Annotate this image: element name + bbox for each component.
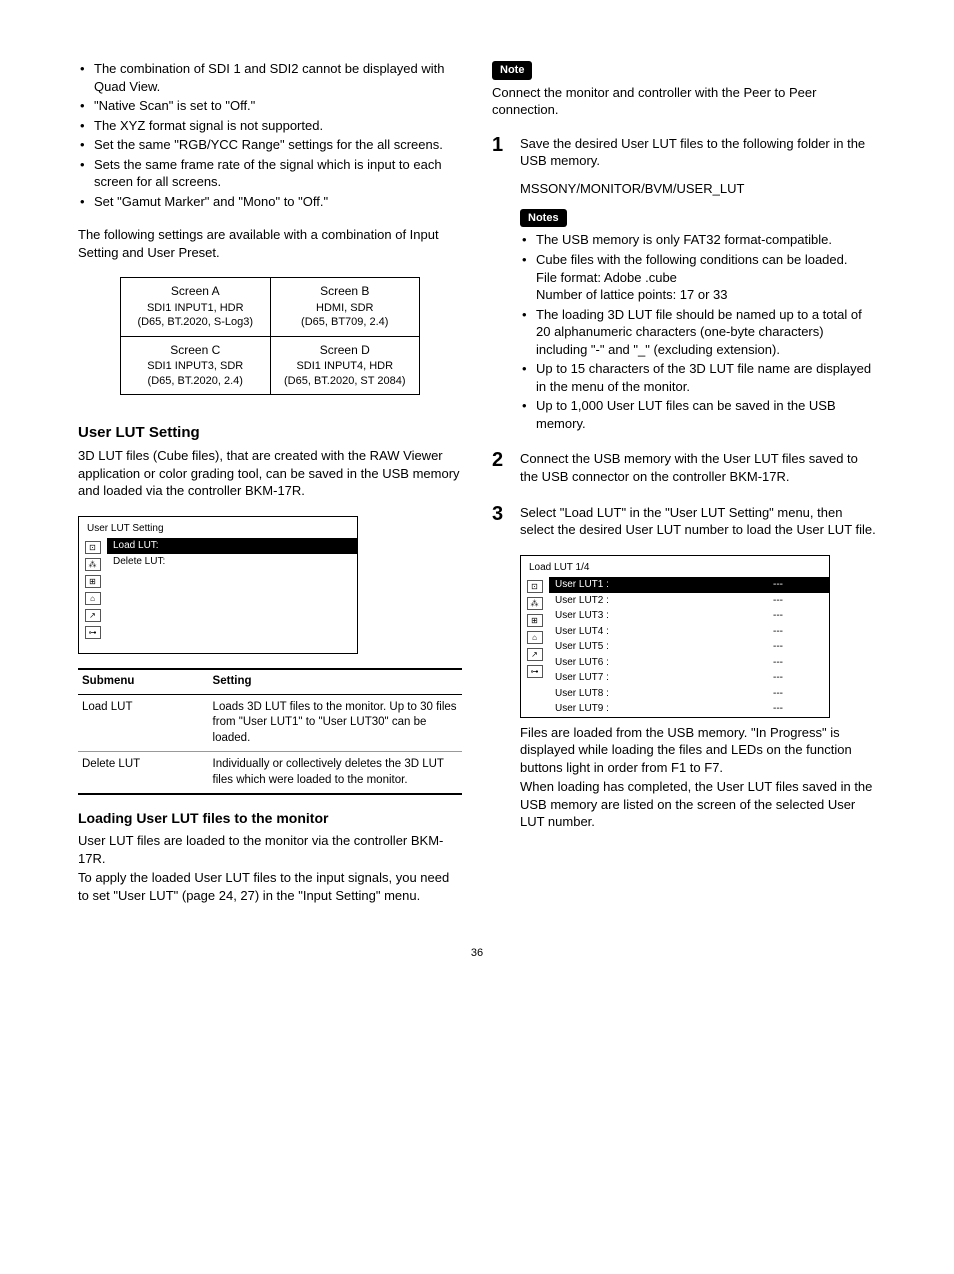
menu-item: User LUT9 :--- bbox=[549, 701, 829, 717]
step-1: 1 Save the desired User LUT files to the… bbox=[492, 135, 876, 435]
menu-sidebar-icons: ⊡ ⁂ ⊞ ⌂ ↗ ⊶ bbox=[521, 577, 549, 717]
screen-title: Screen A bbox=[125, 284, 266, 300]
step1-notes-list: The USB memory is only FAT32 format-comp… bbox=[520, 231, 876, 432]
screen-line1: SDI1 INPUT3, SDR bbox=[147, 360, 243, 372]
list-item: The loading 3D LUT file should be named … bbox=[520, 306, 876, 359]
load-lut-menu-screenshot: Load LUT 1/4 ⊡ ⁂ ⊞ ⌂ ↗ ⊶ User LUT1 :--- bbox=[520, 555, 830, 718]
screen-c-cell: Screen C SDI1 INPUT3, SDR (D65, BT.2020,… bbox=[121, 336, 271, 394]
screen-line1: SDI1 INPUT4, HDR bbox=[296, 360, 393, 372]
list-item: Up to 15 characters of the 3D LUT file n… bbox=[520, 360, 876, 395]
step-text: Connect the USB memory with the User LUT… bbox=[520, 450, 876, 485]
list-item: The XYZ format signal is not supported. bbox=[78, 117, 462, 135]
menu-icon: ⊶ bbox=[527, 665, 543, 678]
step-number: 3 bbox=[492, 504, 508, 833]
table-cell: Delete LUT bbox=[78, 752, 209, 795]
menu-item: User LUT5 :--- bbox=[549, 639, 829, 655]
page-columns: The combination of SDI 1 and SDI2 cannot… bbox=[78, 60, 876, 906]
menu-item: User LUT6 :--- bbox=[549, 655, 829, 671]
screen-line2: (D65, BT.2020, ST 2084) bbox=[284, 375, 405, 387]
screens-table: Screen A SDI1 INPUT1, HDR (D65, BT.2020,… bbox=[120, 277, 420, 394]
screen-a-cell: Screen A SDI1 INPUT1, HDR (D65, BT.2020,… bbox=[121, 278, 271, 336]
screen-line2: (D65, BT709, 2.4) bbox=[301, 316, 388, 328]
loading-paragraph: User LUT files are loaded to the monitor… bbox=[78, 832, 462, 867]
screen-line2: (D65, BT.2020, 2.4) bbox=[148, 375, 243, 387]
screen-line1: HDMI, SDR bbox=[316, 302, 373, 314]
table-row: Load LUT Loads 3D LUT files to the monit… bbox=[78, 694, 462, 752]
user-lut-heading: User LUT Setting bbox=[78, 423, 462, 443]
notes-badge: Notes bbox=[520, 209, 567, 228]
table-header: Setting bbox=[209, 669, 462, 694]
table-cell: Individually or collectively deletes the… bbox=[209, 752, 462, 795]
table-cell: Loads 3D LUT files to the monitor. Up to… bbox=[209, 694, 462, 752]
list-item: Cube files with the following conditions… bbox=[520, 251, 876, 304]
menu-icon: ⊡ bbox=[85, 541, 101, 554]
user-lut-menu-screenshot: User LUT Setting ⊡ ⁂ ⊞ ⌂ ↗ ⊶ Load LUT: D… bbox=[78, 516, 358, 655]
note-badge: Note bbox=[492, 61, 532, 80]
list-item: Sets the same frame rate of the signal w… bbox=[78, 156, 462, 191]
step-text: Save the desired User LUT files to the f… bbox=[520, 135, 876, 170]
menu-title: User LUT Setting bbox=[79, 517, 357, 539]
table-cell: Load LUT bbox=[78, 694, 209, 752]
right-column: Note Connect the monitor and controller … bbox=[492, 60, 876, 906]
menu-icon: ⊞ bbox=[527, 614, 543, 627]
list-item: Set "Gamut Marker" and "Mono" to "Off." bbox=[78, 193, 462, 211]
screen-title: Screen B bbox=[275, 284, 416, 300]
menu-list: User LUT1 :--- User LUT2 :--- User LUT3 … bbox=[549, 577, 829, 717]
menu-icon: ⁂ bbox=[85, 558, 101, 571]
menu-icon: ↗ bbox=[85, 609, 101, 622]
folder-path: MSSONY/MONITOR/BVM/USER_LUT bbox=[520, 180, 876, 198]
screen-title: Screen D bbox=[275, 343, 416, 359]
step-number: 1 bbox=[492, 135, 508, 435]
step-text: Select "Load LUT" in the "User LUT Setti… bbox=[520, 504, 876, 539]
menu-icon: ⊶ bbox=[85, 626, 101, 639]
screen-title: Screen C bbox=[125, 343, 266, 359]
list-item: The USB memory is only FAT32 format-comp… bbox=[520, 231, 876, 249]
menu-icon: ⁂ bbox=[527, 597, 543, 610]
menu-icon: ⌂ bbox=[85, 592, 101, 605]
table-row: Delete LUT Individually or collectively … bbox=[78, 752, 462, 795]
step-2: 2 Connect the USB memory with the User L… bbox=[492, 450, 876, 487]
screen-d-cell: Screen D SDI1 INPUT4, HDR (D65, BT.2020,… bbox=[270, 336, 420, 394]
table-header: Submenu bbox=[78, 669, 209, 694]
constraints-list: The combination of SDI 1 and SDI2 cannot… bbox=[78, 60, 462, 210]
intro-paragraph: The following settings are available wit… bbox=[78, 226, 462, 261]
menu-item-selected: User LUT1 :--- bbox=[549, 577, 829, 593]
menu-icon: ⊞ bbox=[85, 575, 101, 588]
loading-paragraph: To apply the loaded User LUT files to th… bbox=[78, 869, 462, 904]
menu-list: Load LUT: Delete LUT: bbox=[107, 538, 357, 653]
menu-item: User LUT7 :--- bbox=[549, 670, 829, 686]
page-number: 36 bbox=[78, 946, 876, 961]
list-item: The combination of SDI 1 and SDI2 cannot… bbox=[78, 60, 462, 95]
menu-item: User LUT4 :--- bbox=[549, 624, 829, 640]
step-number: 2 bbox=[492, 450, 508, 487]
submenu-table: Submenu Setting Load LUT Loads 3D LUT fi… bbox=[78, 668, 462, 795]
step-3: 3 Select "Load LUT" in the "User LUT Set… bbox=[492, 504, 876, 833]
menu-sidebar-icons: ⊡ ⁂ ⊞ ⌂ ↗ ⊶ bbox=[79, 538, 107, 653]
menu-title: Load LUT 1/4 bbox=[521, 556, 829, 578]
note-text: Connect the monitor and controller with … bbox=[492, 84, 876, 119]
menu-item: Delete LUT: bbox=[107, 554, 357, 570]
list-item: Set the same "RGB/YCC Range" settings fo… bbox=[78, 136, 462, 154]
step3-after-paragraph: When loading has completed, the User LUT… bbox=[520, 778, 876, 831]
list-item: Up to 1,000 User LUT files can be saved … bbox=[520, 397, 876, 432]
user-lut-description: 3D LUT files (Cube files), that are crea… bbox=[78, 447, 462, 500]
menu-item-selected: Load LUT: bbox=[107, 538, 357, 554]
menu-icon: ↗ bbox=[527, 648, 543, 661]
loading-heading: Loading User LUT files to the monitor bbox=[78, 809, 462, 828]
menu-item: User LUT2 :--- bbox=[549, 593, 829, 609]
menu-item: User LUT3 :--- bbox=[549, 608, 829, 624]
screen-line1: SDI1 INPUT1, HDR bbox=[147, 302, 244, 314]
left-column: The combination of SDI 1 and SDI2 cannot… bbox=[78, 60, 462, 906]
menu-icon: ⌂ bbox=[527, 631, 543, 644]
menu-icon: ⊡ bbox=[527, 580, 543, 593]
menu-item: User LUT8 :--- bbox=[549, 686, 829, 702]
step3-after-paragraph: Files are loaded from the USB memory. "I… bbox=[520, 724, 876, 777]
screen-line2: (D65, BT.2020, S-Log3) bbox=[137, 316, 253, 328]
screen-b-cell: Screen B HDMI, SDR (D65, BT709, 2.4) bbox=[270, 278, 420, 336]
list-item: "Native Scan" is set to "Off." bbox=[78, 97, 462, 115]
